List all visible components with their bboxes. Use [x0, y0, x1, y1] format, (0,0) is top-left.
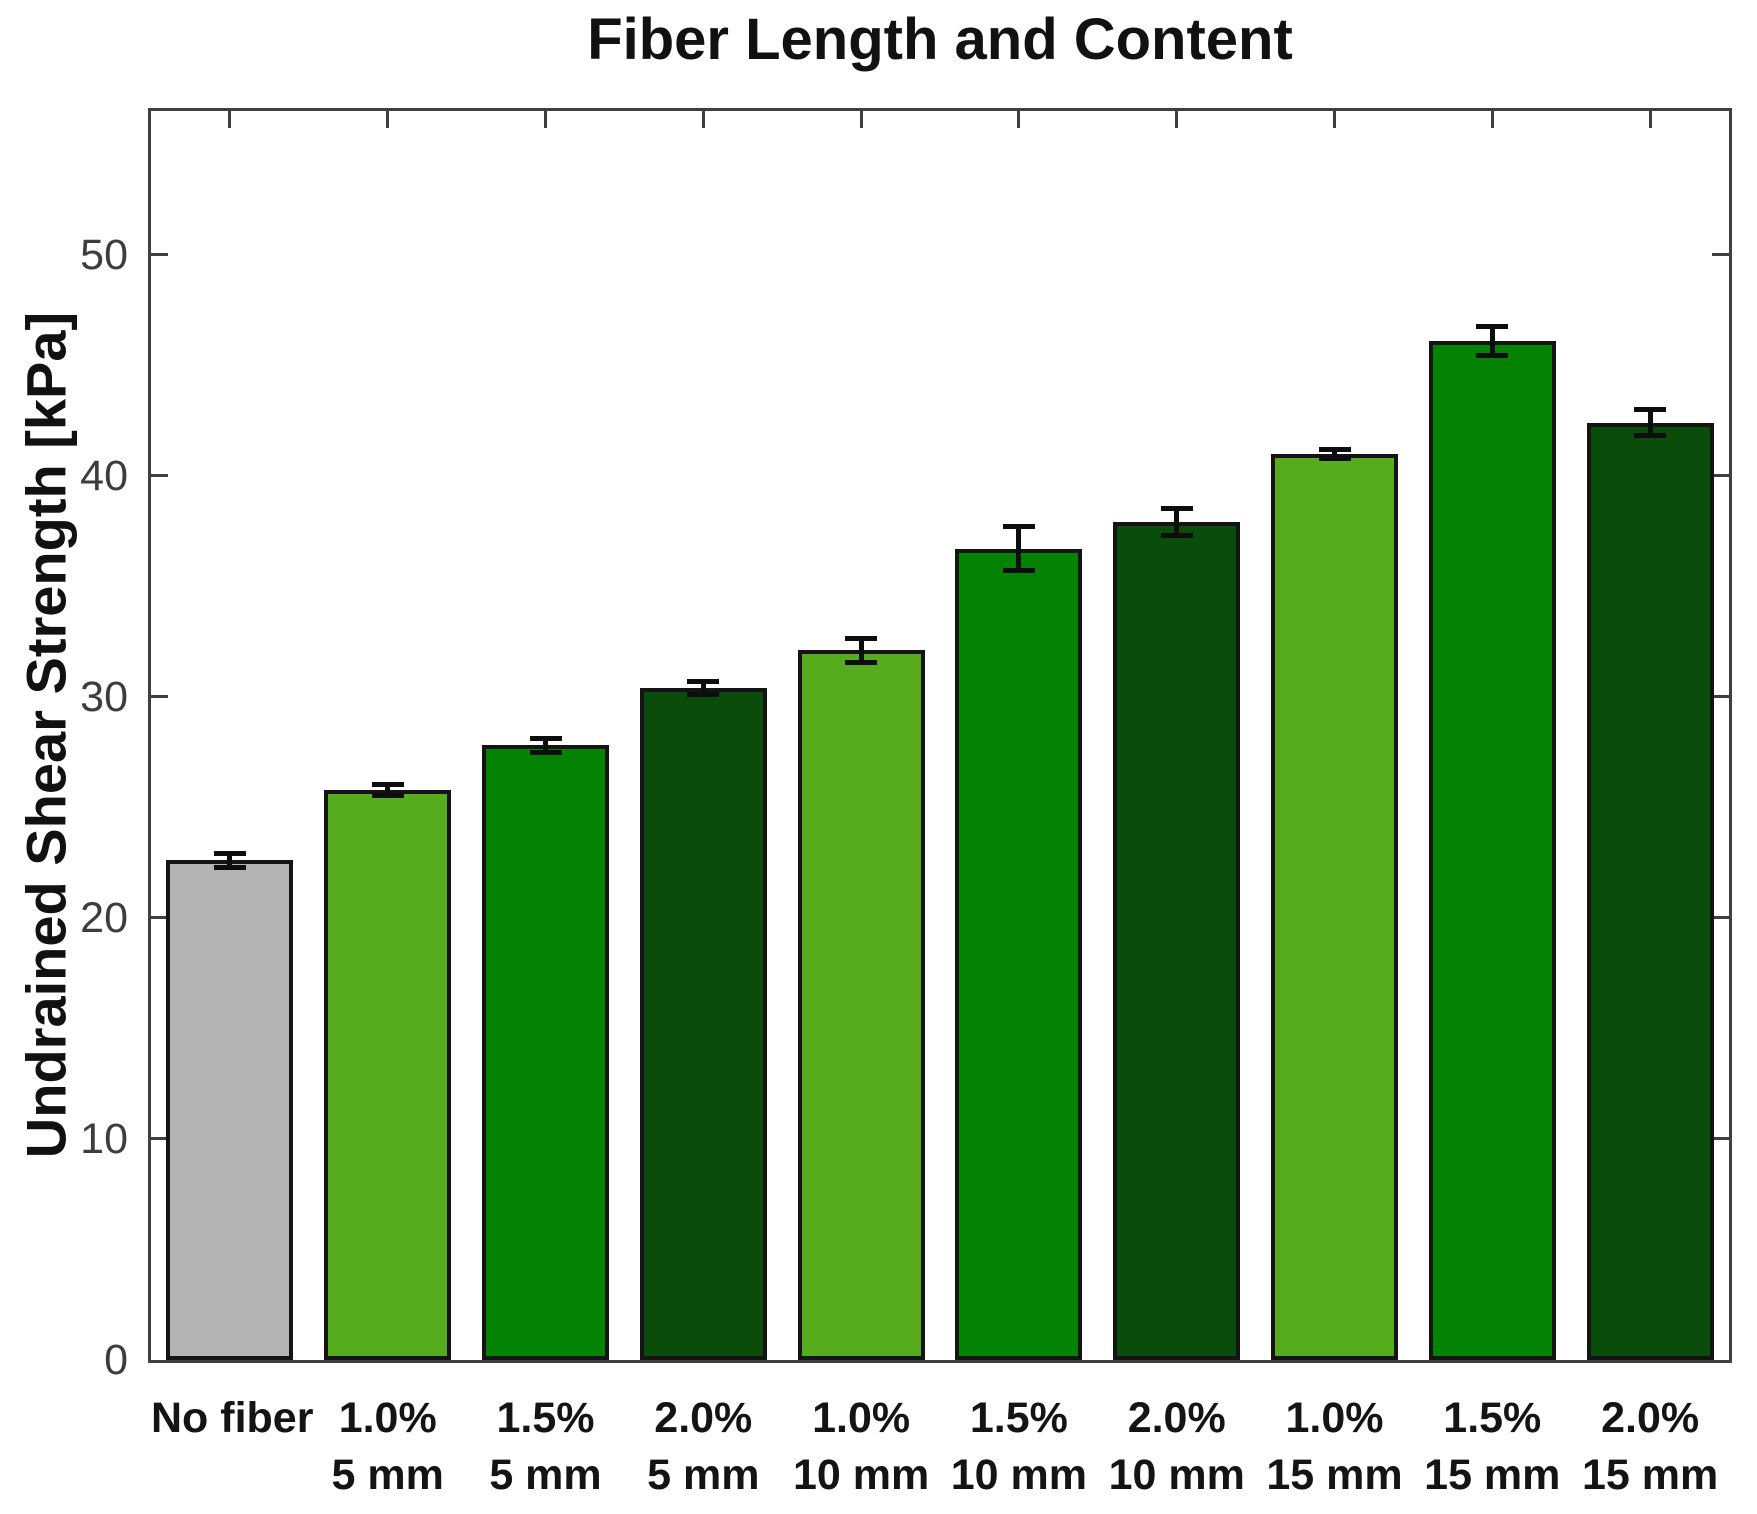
error-bar-line — [1489, 326, 1495, 356]
y-tick-mark-right — [1712, 695, 1729, 699]
error-bar-line — [1332, 449, 1337, 459]
error-bar-line — [1647, 409, 1653, 436]
y-tick-mark-right — [1712, 253, 1729, 257]
error-bar-cap-top — [371, 781, 404, 787]
x-tick-label-line1: No fiber — [151, 1394, 314, 1442]
error-bar-cap-bottom — [1476, 352, 1509, 358]
x-tick-label: 2.0% 10 mm — [1098, 1390, 1256, 1504]
error-bar-line — [700, 681, 706, 695]
x-tick-label: 1.5% 10 mm — [940, 1390, 1098, 1504]
x-tick-label-line2: 5 mm — [331, 1451, 444, 1499]
x-tick-label-line2: 10 mm — [792, 1451, 930, 1499]
x-tick-label-line1: 1.0% — [338, 1394, 437, 1442]
x-tick-label-line1: 2.0% — [1127, 1394, 1226, 1442]
error-bar-line — [543, 738, 548, 753]
x-tick-label-line1: 2.0% — [1601, 1394, 1700, 1442]
error-bar-cap-top — [529, 736, 562, 742]
bar — [166, 860, 294, 1360]
error-bar-cap-bottom — [529, 749, 562, 755]
x-tick-label-line1: 1.5% — [969, 1394, 1068, 1442]
error-bar-cap-top — [1160, 506, 1193, 512]
error-bar-cap-top — [1318, 446, 1351, 452]
x-tick-label-line2: 10 mm — [1108, 1451, 1245, 1499]
x-tick-label: 1.5% 5 mm — [467, 1390, 625, 1504]
y-tick-mark-right — [1712, 1137, 1729, 1141]
x-tick-label: 1.0% 15 mm — [1256, 1390, 1414, 1504]
x-tick-mark-top — [701, 111, 705, 128]
x-tick-label: 2.0% 5 mm — [624, 1390, 782, 1504]
error-bar-cap-top — [687, 678, 720, 684]
error-bar-cap-bottom — [1318, 455, 1351, 461]
x-tick-label-line2: 15 mm — [1266, 1451, 1403, 1499]
x-tick-label-line2: 15 mm — [1581, 1451, 1719, 1499]
x-tick-mark-top — [1333, 111, 1336, 128]
y-tick-mark-right — [1712, 474, 1729, 478]
y-tick-mark-left — [151, 1137, 168, 1141]
x-tick-label: No fiber — [151, 1390, 314, 1447]
x-tick-mark-top — [228, 111, 232, 128]
x-tick-label: 2.0% 15 mm — [1571, 1390, 1729, 1504]
bar — [797, 650, 925, 1360]
x-tick-mark-top — [386, 111, 390, 128]
x-tick-label-line1: 1.0% — [1285, 1394, 1384, 1442]
error-bar-cap-top — [845, 635, 878, 641]
bar — [1586, 422, 1714, 1360]
x-tick-label-line1: 1.5% — [1443, 1394, 1542, 1442]
y-tick-label: 40 — [80, 451, 128, 500]
error-bar-line — [858, 638, 864, 663]
y-tick-mark-left — [151, 695, 168, 699]
x-tick-label: 1.0% 10 mm — [782, 1390, 940, 1504]
error-bar-line — [385, 784, 391, 796]
x-tick-label-line1: 2.0% — [654, 1394, 753, 1442]
y-tick-mark-left — [151, 916, 168, 920]
plot-area — [148, 108, 1732, 1363]
error-bar-cap-bottom — [1002, 568, 1035, 574]
figure-title: Fiber Length and Content — [587, 7, 1293, 72]
x-tick-label-line2: 5 mm — [489, 1451, 602, 1499]
y-tick-mark-left — [151, 253, 168, 257]
x-tick-label-line2: 15 mm — [1424, 1451, 1561, 1499]
bar — [639, 687, 767, 1360]
y-tick-label: 50 — [80, 230, 128, 279]
y-tick-label: 10 — [80, 1114, 128, 1163]
bar — [1428, 340, 1556, 1360]
error-bar-cap-top — [1002, 524, 1035, 530]
x-tick-label-line1: 1.0% — [812, 1394, 911, 1442]
error-bar-cap-top — [1476, 324, 1509, 330]
error-bar-cap-bottom — [1634, 433, 1667, 439]
x-tick-label-line2: 10 mm — [950, 1451, 1088, 1499]
error-bar-line — [227, 853, 233, 868]
x-tick-mark-top — [1175, 111, 1179, 128]
error-bar-line — [1174, 508, 1180, 536]
y-tick-label: 0 — [104, 1336, 128, 1384]
error-bar-line — [1016, 526, 1022, 571]
y-tick-mark-left — [151, 474, 168, 478]
y-tick-mark-right — [1712, 916, 1729, 920]
x-tick-label: 1.5% 15 mm — [1413, 1390, 1571, 1504]
error-bar-cap-bottom — [845, 660, 878, 666]
x-tick-mark-top — [1490, 111, 1494, 128]
x-tick-label: 1.0% 5 mm — [309, 1390, 467, 1504]
x-tick-mark-top — [1648, 111, 1652, 128]
y-axis-label: Undrained Shear Strength [kPa] — [14, 311, 78, 1159]
x-tick-mark-top — [1017, 111, 1021, 128]
bar — [955, 548, 1083, 1360]
bar — [1113, 522, 1241, 1360]
x-tick-mark-top — [544, 111, 547, 128]
bar — [1271, 453, 1398, 1360]
y-tick-label: 20 — [80, 893, 128, 942]
error-bar-cap-bottom — [371, 792, 404, 798]
error-bar-cap-bottom — [1160, 532, 1193, 538]
x-tick-mark-top — [859, 111, 863, 128]
error-bar-cap-bottom — [687, 692, 720, 698]
error-bar-cap-bottom — [213, 864, 246, 870]
x-tick-label-line1: 1.5% — [496, 1394, 595, 1442]
error-bar-cap-top — [1634, 406, 1667, 412]
error-bar-cap-top — [213, 851, 246, 857]
bar — [324, 789, 452, 1360]
y-tick-label: 30 — [80, 672, 128, 721]
x-tick-label-line2: 5 mm — [647, 1451, 760, 1499]
bar — [482, 745, 609, 1360]
